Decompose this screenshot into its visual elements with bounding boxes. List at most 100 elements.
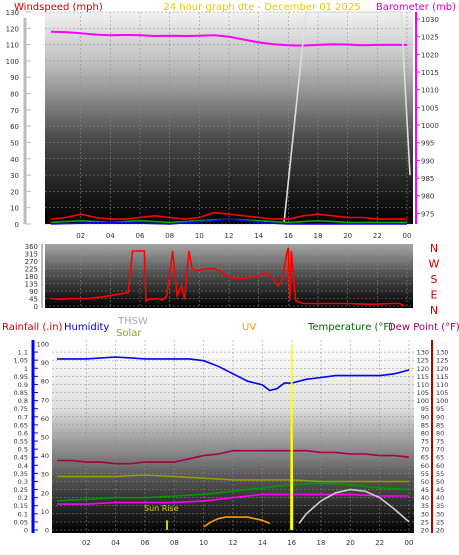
compass-label: N — [430, 304, 438, 317]
windspeed-tick-label: 20 — [10, 188, 19, 196]
time-tick-label: 04 — [106, 232, 115, 240]
compass-label: W — [429, 258, 440, 271]
rain-humidity-temperature-panel: 00.050.10.150.20.250.30.350.40.450.50.55… — [14, 340, 448, 547]
time-tick-label: 10 — [199, 539, 208, 547]
temperature-tick-label: 95 — [421, 405, 429, 413]
windspeed-tick-label: 90 — [10, 74, 19, 82]
temperature-tick-label: 120 — [417, 365, 429, 373]
dew-point-tick-label: 30 — [436, 510, 444, 518]
windspeed-tick-label: 30 — [10, 172, 19, 180]
rainfall-tick-label: 0.6 — [18, 429, 28, 437]
compass-label: S — [431, 273, 438, 286]
direction-tick-label: 45 — [29, 296, 38, 304]
series-line-4 — [50, 218, 407, 225]
direction-tick-label: 0 — [34, 303, 38, 311]
humidity-tick-label: 100 — [37, 341, 49, 349]
time-tick-label: 16 — [287, 539, 296, 547]
series-line-1 — [57, 449, 410, 465]
series-line-0 — [57, 356, 410, 392]
dew-point-tick-label: 60 — [436, 462, 444, 470]
dew-point-tick-label: 100 — [436, 397, 448, 405]
series-line-5 — [298, 488, 410, 524]
dew-point-tick-label: 65 — [436, 454, 444, 462]
rainfall-tick-label: 0.8 — [18, 397, 28, 405]
series-line-7 — [290, 343, 294, 531]
rainfall-tick-label: 0.75 — [14, 405, 28, 413]
series-line-2 — [57, 474, 409, 483]
windspeed-tick-label: 110 — [6, 42, 19, 50]
time-tick-label: 10 — [195, 232, 204, 240]
time-tick-label: 04 — [111, 539, 120, 547]
time-tick-label: 02 — [76, 232, 85, 240]
temperature-tick-label: 65 — [421, 454, 429, 462]
humidity-tick-label: 10 — [41, 508, 49, 516]
temperature-legend-label: Temperature (°F) — [307, 322, 393, 333]
dew-point-tick-label: 50 — [436, 478, 444, 486]
dew-point-tick-label: 105 — [436, 389, 448, 397]
time-tick-label: 08 — [165, 232, 174, 240]
barometer-tick-label: 990 — [421, 157, 434, 165]
windspeed-tick-label: 0 — [15, 221, 19, 229]
dew-point-tick-label: 25 — [436, 518, 444, 526]
barometer-tick-label: 980 — [421, 193, 434, 201]
direction-tick-label: 315 — [25, 251, 38, 259]
dew-point-tick-label: 120 — [436, 365, 448, 373]
temperature-tick-label: 60 — [421, 462, 429, 470]
rainfall-tick-label: 0.05 — [14, 518, 28, 526]
rainfall-tick-label: 0.3 — [18, 478, 28, 486]
time-tick-label: 12 — [225, 232, 234, 240]
direction-tick-label: 180 — [25, 273, 38, 281]
dew-point-tick-label: 80 — [436, 429, 444, 437]
time-tick-label: 18 — [314, 232, 323, 240]
barometer-tick-label: 975 — [421, 210, 434, 218]
rainfall-tick-label: 0.5 — [18, 446, 28, 454]
series-line-0 — [50, 30, 407, 47]
barometer-tick-label: 1010 — [421, 87, 439, 95]
rainfall-tick-label: 0.2 — [18, 494, 28, 502]
rainfall-tick-label: 1.05 — [14, 357, 28, 365]
windspeed-tick-label: 100 — [6, 58, 19, 66]
time-tick-label: 12 — [229, 539, 238, 547]
humidity-tick-label: 50 — [41, 434, 49, 442]
time-tick-label: 00 — [403, 232, 412, 240]
dew-point-tick-label: 85 — [436, 421, 444, 429]
windspeed-tick-label: 50 — [10, 139, 19, 147]
dew-point-tick-label: 90 — [436, 413, 444, 421]
barometer-tick-label: 995 — [421, 140, 434, 148]
temperature-tick-label: 45 — [421, 486, 429, 494]
time-tick-label: 18 — [317, 539, 326, 547]
barometer-tick-label: 1015 — [421, 69, 439, 77]
temperature-tick-label: 35 — [421, 502, 429, 510]
dew-point-tick-label: 125 — [436, 357, 448, 365]
rainfall-tick-label: 1.1 — [18, 349, 28, 357]
time-tick-label: 06 — [136, 232, 145, 240]
barometer-tick-label: 985 — [421, 175, 434, 183]
direction-tick-label: 225 — [25, 266, 38, 274]
windspeed-axis-title: Windspeed (mph) — [14, 2, 103, 13]
humidity-tick-label: 30 — [41, 471, 49, 479]
direction-tick-label: 360 — [25, 243, 38, 251]
temperature-tick-label: 110 — [417, 381, 429, 389]
time-tick-label: 08 — [170, 539, 179, 547]
time-tick-label: 20 — [343, 232, 352, 240]
rainfall-tick-label: 0.1 — [18, 510, 28, 518]
dew-point-tick-label: 45 — [436, 486, 444, 494]
temperature-tick-label: 130 — [417, 349, 429, 357]
barometer-tick-label: 1000 — [421, 122, 439, 130]
temperature-tick-label: 90 — [421, 413, 429, 421]
rainfall-tick-label: 0.4 — [18, 462, 28, 470]
rainfall-tick-label: 0.85 — [14, 389, 28, 397]
time-tick-label: 00 — [405, 539, 414, 547]
dew-point-tick-label: 55 — [436, 470, 444, 478]
dew-point-tick-label: 130 — [436, 349, 448, 357]
time-tick-label: 14 — [254, 232, 263, 240]
dew-point-tick-label: 35 — [436, 502, 444, 510]
barometer-tick-label: 1020 — [421, 51, 439, 59]
thsw-legend-label: THSW — [117, 316, 148, 327]
temperature-tick-label: 85 — [421, 421, 429, 429]
windspeed-tick-label: 60 — [10, 123, 19, 131]
barometer-tick-label: 1025 — [421, 34, 439, 42]
rainfall-tick-label: 0.95 — [14, 373, 28, 381]
